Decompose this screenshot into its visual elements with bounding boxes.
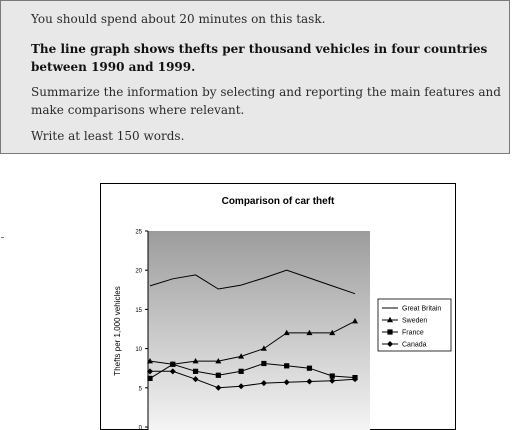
legend-label: Sweden — [402, 318, 427, 325]
data-point — [306, 365, 313, 371]
series-line — [149, 362, 356, 379]
data-point — [192, 368, 199, 374]
data-point — [387, 341, 393, 347]
series-great-britain — [149, 269, 356, 295]
data-point — [387, 329, 393, 335]
data-point — [352, 317, 358, 324]
data-point — [238, 353, 245, 359]
data-point — [147, 368, 153, 375]
data-point — [169, 368, 176, 375]
data-point — [306, 329, 313, 336]
series-line — [149, 320, 356, 365]
data-point — [329, 377, 336, 384]
data-point — [260, 380, 267, 387]
data-point — [238, 368, 244, 374]
task-instruction: Summarize the information by selecting a… — [31, 85, 501, 117]
data-point — [352, 376, 358, 383]
series-lines — [147, 269, 358, 391]
y-axis-label: Thefts per 1,000 vehicles — [113, 286, 122, 375]
legend-label: France — [402, 330, 424, 337]
data-point — [329, 329, 336, 336]
data-point — [192, 376, 199, 383]
task-instructions-box: You should spend about 20 minutes on thi… — [0, 0, 510, 154]
data-point — [238, 383, 245, 390]
legend-label: Great Britain — [402, 306, 441, 313]
data-point — [215, 372, 221, 378]
chart-title: Comparison of car theft — [222, 196, 335, 207]
legend-label: Canada — [402, 342, 427, 349]
data-point — [261, 360, 267, 367]
word-count-note: Write at least 150 words. — [31, 129, 185, 143]
plot-area — [148, 231, 370, 430]
data-point — [215, 357, 222, 364]
data-point — [147, 375, 153, 381]
data-point — [283, 379, 290, 386]
data-point — [215, 384, 222, 391]
series-line — [150, 370, 356, 389]
y-axis-ticks: 0 5 10 15 20 25 — [135, 230, 148, 430]
data-point — [147, 357, 153, 364]
data-point — [260, 345, 267, 351]
y-tick-label: 20 — [135, 269, 142, 275]
task-prompt: The line graph shows thefts per thousand… — [31, 42, 488, 74]
series-line — [149, 269, 356, 295]
y-tick-label: 15 — [135, 308, 142, 314]
data-point — [387, 316, 393, 323]
margin-tick — [1, 237, 4, 238]
y-tick-label: 10 — [135, 347, 142, 353]
data-point — [284, 363, 290, 369]
data-point — [170, 361, 176, 367]
data-point — [306, 378, 313, 385]
data-point — [329, 373, 335, 379]
data-point — [283, 329, 290, 336]
y-tick-label: 5 — [139, 386, 143, 392]
data-point — [192, 357, 199, 364]
y-tick-label: 25 — [135, 230, 142, 236]
y-tick-label: 0 — [139, 426, 143, 430]
series-canada — [147, 368, 358, 391]
car-theft-line-chart: Comparison of car theft 0 5 10 15 20 25 Theft… — [100, 183, 456, 430]
time-note: You should spend about 20 minutes on thi… — [31, 12, 326, 26]
chart-legend: Great Britain Sweden France Canada — [377, 298, 452, 352]
